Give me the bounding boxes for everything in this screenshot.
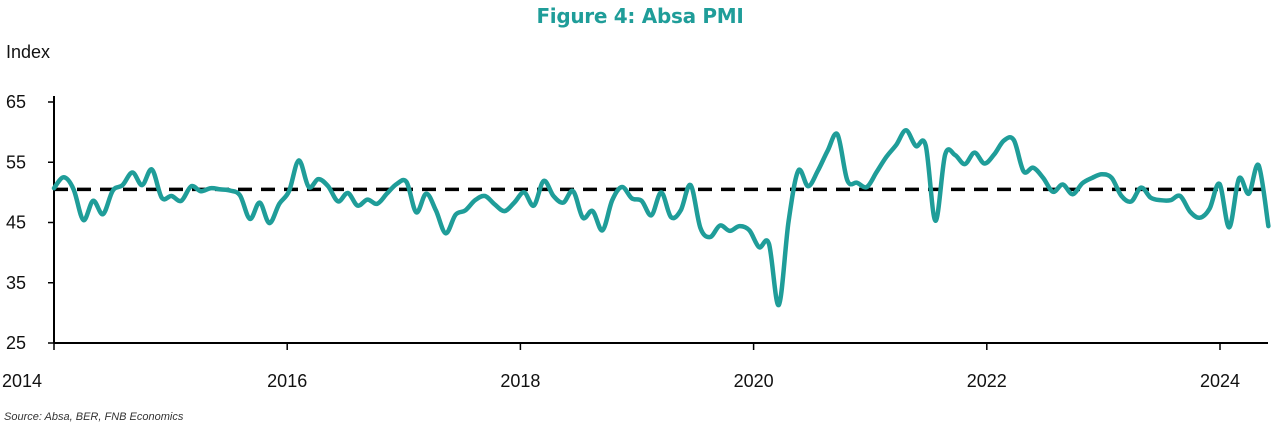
- y-axis-label: Index: [6, 42, 50, 62]
- plot-area: [51, 128, 1271, 308]
- y-tick-label: 45: [6, 213, 26, 233]
- x-tick-label: 2018: [500, 371, 540, 391]
- y-tick-label: 55: [6, 152, 26, 172]
- chart-title: Figure 4: Absa PMI: [536, 4, 744, 28]
- y-tick-label: 65: [6, 92, 26, 112]
- y-axis: 25 35 45 55 65: [6, 92, 55, 353]
- y-tick-label: 25: [6, 333, 26, 353]
- x-axis: 2014 2016 2018 2020 2022 2024: [2, 342, 1268, 391]
- x-tick-label: 2022: [967, 371, 1007, 391]
- x-tick-label: 2024: [1200, 371, 1240, 391]
- x-tick-label: 2016: [267, 371, 307, 391]
- x-tick-label: 2014: [2, 371, 42, 391]
- source-note: Source: Absa, BER, FNB Economics: [4, 411, 184, 423]
- x-tick-label: 2020: [734, 371, 774, 391]
- y-tick-label: 35: [6, 273, 26, 293]
- pmi-series-line: [51, 128, 1271, 308]
